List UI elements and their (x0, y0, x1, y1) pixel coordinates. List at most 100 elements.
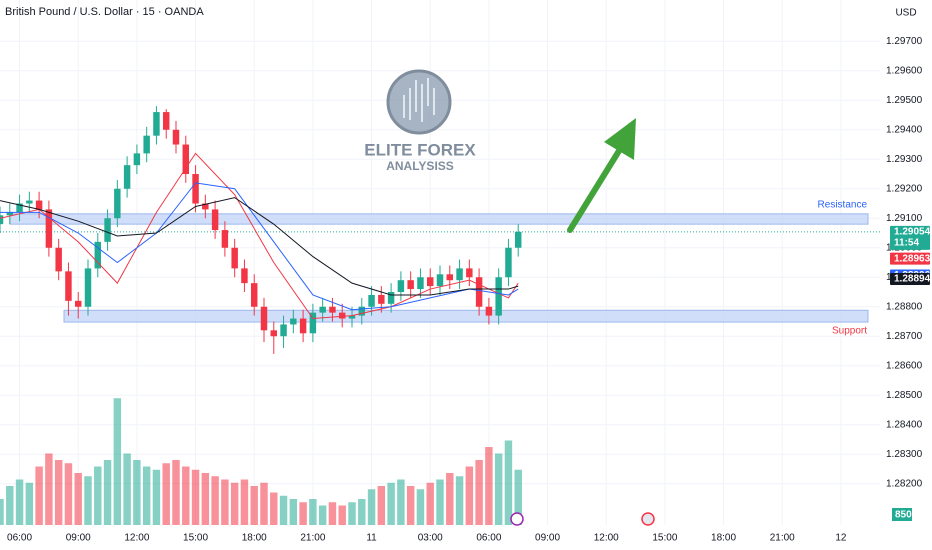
candle-body (319, 306, 326, 313)
candle-body (0, 215, 4, 225)
price-badge-label: 1.28963 (894, 253, 931, 264)
price-badge (890, 273, 930, 286)
grid (0, 0, 880, 525)
y-tick-label: 1.29500 (886, 95, 923, 106)
volume-bar (367, 489, 376, 525)
candle-body (436, 274, 444, 287)
candle-body (114, 188, 121, 219)
volume-bar (446, 473, 454, 525)
price-badge (890, 252, 930, 265)
logo-circle (386, 69, 452, 135)
logo-bars (403, 78, 435, 122)
volume-bar (201, 473, 210, 525)
volume-bar (377, 486, 386, 525)
x-tick-label: 03:00 (418, 533, 443, 544)
candle-body (250, 283, 258, 307)
volume-bar (240, 479, 249, 525)
candle-body (358, 306, 366, 316)
y-tick-label: 1.28500 (886, 390, 923, 401)
candle-body (280, 324, 287, 337)
volume-bar (475, 460, 483, 525)
volume-bar (162, 463, 170, 525)
volume-bar (416, 489, 425, 525)
volume-bar (328, 502, 337, 525)
candle-body (153, 112, 160, 136)
y-tick-label: 1.28800 (886, 301, 923, 312)
forecast-arrow (567, 118, 636, 233)
candle-body (94, 241, 102, 269)
candle-body (26, 200, 33, 204)
candle-body (378, 294, 385, 304)
volume-bar (230, 482, 239, 525)
price-badge-label: 1.29054 (894, 226, 931, 237)
candle-body (123, 165, 131, 189)
candle-body (202, 203, 209, 210)
x-tick-label: 18:00 (711, 533, 736, 544)
chart-title: British Pound / U.S. Dollar · 15 · OANDA (5, 6, 204, 18)
x-tick-label: 12:00 (124, 533, 149, 544)
volume-bar (35, 466, 43, 525)
candle-body (348, 315, 356, 319)
candle-body (495, 277, 502, 316)
candle-body (329, 306, 336, 313)
candle-body (475, 277, 483, 307)
candle-body (290, 318, 297, 325)
x-tick-label: 21:00 (300, 533, 325, 544)
y-tick-label: 1.28700 (886, 331, 923, 342)
volume-bar (6, 486, 14, 525)
logo-text: ELITE FOREX (364, 140, 476, 159)
volume-bar (142, 466, 151, 525)
volume-bar (45, 453, 53, 525)
volume-badge-label: 850 (895, 510, 912, 521)
volume-bar (289, 499, 298, 525)
candle-body (143, 135, 150, 154)
volume-bar (25, 482, 34, 525)
candle-body (65, 271, 72, 301)
candle-body (485, 306, 493, 316)
candle-body (241, 268, 248, 284)
volume-bar (113, 398, 122, 525)
price-badge-label: 1.28894 (894, 274, 931, 285)
x-tick-label: 06:00 (7, 533, 32, 544)
candle-body (104, 218, 111, 242)
volume-bar (152, 469, 161, 525)
axes: 1.29700 1.29600 1.29500 1.29400 1.29300 1.292… (7, 36, 931, 544)
candle-body (172, 129, 180, 145)
candle-body (426, 277, 434, 287)
volume-bar (250, 486, 258, 525)
candle-body (192, 174, 199, 204)
y-tick-label: 1.28300 (886, 449, 923, 460)
candle-body (221, 230, 229, 248)
candle-body (162, 112, 170, 130)
currency: USD (895, 8, 916, 19)
volume-bar (348, 502, 356, 525)
volume-bar (211, 476, 219, 525)
volume-bar (64, 463, 73, 525)
candle-body (417, 277, 424, 290)
volume-bar (182, 466, 190, 525)
y-tick-label: 1.29700 (886, 36, 923, 47)
candle-body (299, 318, 307, 334)
candle-body (16, 203, 23, 213)
y-tick-label: 1.29400 (886, 124, 923, 135)
volume-bar (94, 466, 102, 525)
candle-body (338, 312, 346, 319)
volume-bar (54, 460, 63, 525)
candle-body (309, 312, 317, 334)
volume-bar (455, 476, 464, 525)
volume-bar (426, 482, 434, 525)
y-tick-label: 1.28400 (886, 419, 923, 430)
volume-bar (397, 479, 405, 525)
y-tick-label: 1.29200 (886, 183, 923, 194)
moving-average (0, 182, 519, 311)
candle-body (505, 247, 512, 278)
candle-body (368, 294, 375, 307)
volume-bar (436, 479, 444, 525)
candle-body (74, 300, 82, 307)
candle-body (182, 144, 190, 175)
candle-body (6, 212, 14, 216)
y-tick-label: 1.29300 (886, 154, 923, 165)
volume-bar (309, 499, 317, 525)
volume-bar (485, 447, 493, 525)
volume-bar (74, 473, 82, 525)
